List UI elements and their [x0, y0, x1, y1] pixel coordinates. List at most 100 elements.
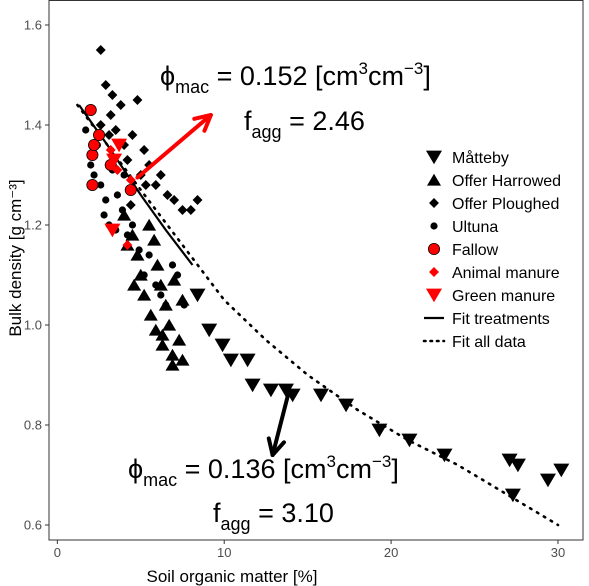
- data-point: [509, 458, 526, 473]
- data-point: [93, 128, 106, 142]
- data-point: [123, 231, 132, 239]
- data-point: [173, 271, 182, 279]
- bottom-phi-unit-sup2: −3: [372, 452, 391, 471]
- data-point: [244, 378, 261, 393]
- data-point: [104, 223, 121, 238]
- legend-symbol: [430, 222, 438, 230]
- top-phi-unit-sup1: 3: [358, 59, 367, 78]
- data-point: [162, 190, 173, 200]
- top-phi-sub: mac: [175, 77, 209, 97]
- data-point: [124, 183, 137, 197]
- y-tick-label: 1.4: [24, 118, 42, 133]
- x-axis-title: Soil organic matter [%]: [146, 567, 317, 586]
- legend-entry: Fit treatments: [424, 311, 550, 328]
- data-point: [118, 206, 127, 214]
- data-point: [105, 110, 116, 120]
- data-point: [192, 195, 203, 205]
- data-point: [130, 248, 145, 261]
- x-tick-label: 30: [551, 545, 565, 560]
- legend-symbol: [429, 267, 439, 277]
- red-arrow: [135, 113, 213, 180]
- data-point: [97, 181, 105, 189]
- data-point: [115, 100, 126, 110]
- y-tick-label: 1.0: [24, 318, 42, 333]
- data-point: [86, 178, 99, 192]
- x-tick-label: 10: [217, 545, 231, 560]
- series-ultuna: [82, 126, 188, 309]
- bottom-phi-unit-sup1: 3: [326, 452, 335, 471]
- bottom-phi-annotation: ϕmac = 0.136 [cm3cm−3]: [128, 452, 399, 490]
- legend-label: Fallow: [452, 242, 499, 259]
- data-point: [167, 273, 182, 286]
- data-point: [95, 120, 106, 130]
- y-tick-label: 0.6: [24, 518, 42, 533]
- top-phi-unit-end: ]: [423, 61, 431, 91]
- data-point: [104, 130, 115, 140]
- data-point: [122, 155, 133, 165]
- data-point: [143, 308, 158, 321]
- data-point: [111, 138, 128, 153]
- bottom-f-sub: agg: [221, 514, 251, 534]
- data-point: [139, 145, 150, 155]
- y-tick-label: 1.2: [24, 218, 42, 233]
- data-point: [214, 338, 231, 353]
- data-point: [82, 126, 90, 134]
- legend-symbol: [426, 150, 442, 165]
- series-offer-ploughed: [95, 45, 203, 215]
- data-point: [152, 281, 160, 289]
- data-point: [189, 288, 206, 303]
- data-point: [239, 353, 256, 368]
- data-point: [168, 261, 177, 269]
- data-point: [222, 353, 239, 368]
- data-point: [175, 353, 190, 366]
- data-point: [125, 175, 136, 185]
- x-tick-label: 0: [54, 545, 61, 560]
- y-tick-label: 1.6: [24, 18, 42, 33]
- legend-label: Offer Harrowed: [452, 173, 561, 190]
- legend-entry: Fallow: [427, 242, 499, 259]
- data-point: [180, 301, 188, 309]
- series-green-manure: [104, 138, 128, 238]
- x-tick-label: 20: [384, 545, 398, 560]
- bottom-f-annotation: fagg = 3.10: [213, 498, 334, 534]
- data-point: [155, 170, 166, 180]
- data-point: [169, 195, 180, 205]
- data-point: [162, 301, 170, 309]
- legend-symbol: [429, 198, 439, 208]
- data-point: [553, 463, 570, 478]
- legend-symbol: [427, 173, 441, 186]
- data-point: [140, 180, 151, 190]
- data-point: [102, 196, 110, 204]
- data-point: [401, 433, 418, 448]
- series-animal-manure: [105, 145, 136, 250]
- arrow-shaft: [270, 388, 292, 457]
- top-phi-symbol: ϕ: [160, 61, 175, 91]
- axes: 0 10 20 30 0.6 0.8 1.0 1.2 1.4 1.6: [24, 18, 565, 561]
- data-point: [90, 171, 98, 179]
- data-point: [112, 165, 123, 175]
- fit-all-data-line: [76, 103, 560, 527]
- data-point: [172, 333, 187, 346]
- data-point: [501, 453, 518, 468]
- data-point: [539, 473, 556, 488]
- data-point: [262, 383, 279, 398]
- legend-label: Måtteby: [452, 149, 509, 167]
- legend-label: Offer Ploughed: [452, 196, 559, 213]
- data-point: [106, 153, 123, 168]
- data-point: [338, 398, 355, 413]
- data-point: [148, 323, 163, 336]
- legend-label: Fit treatments: [452, 311, 550, 328]
- legend-label: Green manure: [452, 288, 555, 305]
- data-point: [165, 358, 180, 371]
- data-point: [201, 323, 218, 338]
- data-point: [86, 148, 99, 162]
- data-point: [135, 246, 143, 254]
- bottom-f-value: = 3.10: [251, 498, 334, 528]
- bottom-phi-sub: mac: [143, 470, 177, 490]
- arrow-head: [192, 113, 213, 133]
- data-point: [84, 103, 97, 117]
- legend-symbol: [427, 242, 441, 256]
- top-phi-unit-mid: cm: [368, 61, 404, 91]
- data-point: [100, 211, 108, 219]
